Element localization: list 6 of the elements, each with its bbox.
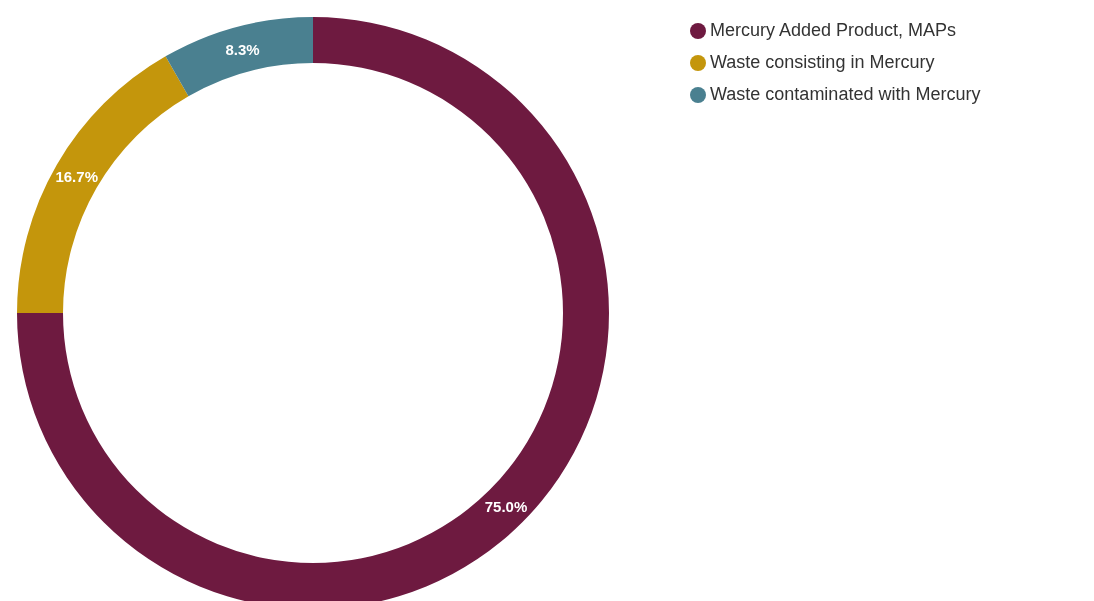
data-label: 75.0% bbox=[484, 497, 528, 515]
legend-label: Waste contaminated with Mercury bbox=[710, 84, 981, 104]
legend-label: Mercury Added Product, MAPs bbox=[710, 20, 957, 40]
legend-label: Waste consisting in Mercury bbox=[710, 52, 935, 72]
data-label: 8.3% bbox=[225, 40, 260, 58]
data-label: 16.7% bbox=[55, 167, 98, 185]
